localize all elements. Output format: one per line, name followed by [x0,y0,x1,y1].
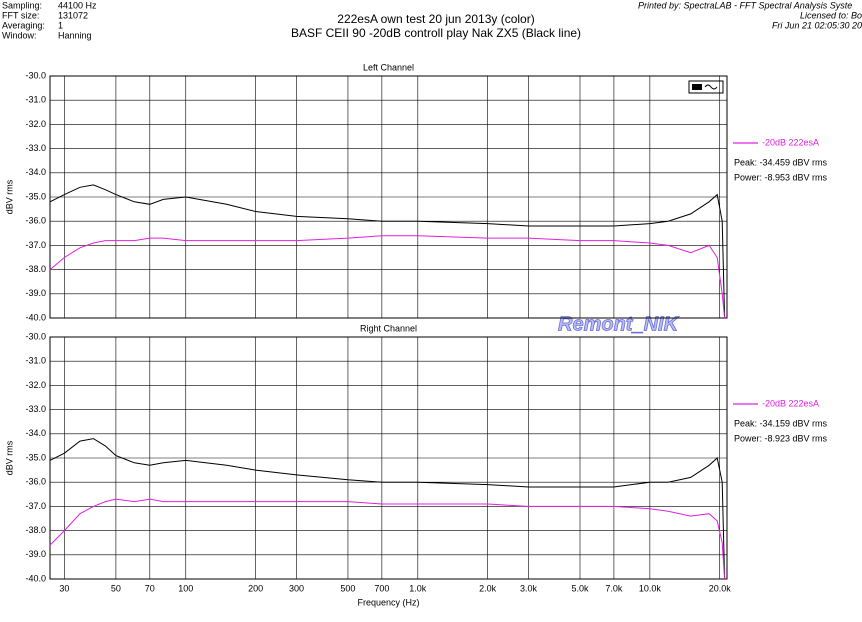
info-label: FFT size: [2,10,39,20]
annotation: Peak: -34.159 dBV rms [734,418,828,428]
icon [688,80,724,94]
y-tick-label: -32.0 [25,119,46,129]
series-line [49,184,726,319]
y-tick-label: -30.0 [25,331,46,341]
x-tick-label: 1.0k [409,583,427,593]
info-value: 44100 Hz [58,0,97,10]
y-tick-label: -40.0 [25,312,46,322]
info-value: 131072 [58,10,88,20]
y-tick-label: -34.0 [25,167,46,177]
y-tick-label: -35.0 [25,452,46,462]
chart-title: Left Channel [363,62,414,72]
y-axis-label: dBV rms [4,440,14,475]
x-tick-label: 700 [374,583,389,593]
annotation: Power: -8.953 dBV rms [734,172,828,182]
plot-frame [49,336,728,580]
info-label: Averaging: [2,20,45,30]
x-tick-label: 3.0k [520,583,538,593]
x-tick-label: 2.0k [479,583,497,593]
x-tick-label: 10.0k [639,583,662,593]
info-label: Window: [2,30,37,40]
watermark: Remont_NIK [558,313,680,335]
plot-frame [49,75,728,319]
y-tick-label: -39.0 [25,549,46,559]
y-tick-label: -33.0 [25,404,46,414]
x-tick-label: 100 [178,583,193,593]
page-title: 222esA own test 20 jun 2013y (color) [337,12,534,26]
x-tick-label: 50 [111,583,121,593]
y-tick-label: -39.0 [25,288,46,298]
y-axis-label: dBV rms [4,179,14,214]
y-tick-label: -37.0 [25,501,46,511]
x-tick-label: 7.0k [605,583,623,593]
legend-label: -20dB 222esA [762,398,819,408]
info-value: 1 [58,20,63,30]
y-tick-label: -32.0 [25,380,46,390]
y-tick-label: -40.0 [25,573,46,583]
x-tick-label: 500 [340,583,355,593]
y-tick-label: -30.0 [25,70,46,80]
y-tick-label: -38.0 [25,525,46,535]
y-tick-label: -36.0 [25,216,46,226]
x-tick-label: 20.0k [709,583,732,593]
y-tick-label: -35.0 [25,191,46,201]
y-tick-label: -36.0 [25,477,46,487]
annotation: Power: -8.923 dBV rms [734,433,828,443]
y-tick-label: -33.0 [25,143,46,153]
print-info: Fri Jun 21 02:05:30 20 [772,20,862,30]
print-info: Licensed to: Bo [800,10,862,20]
legend-label: -20dB 222esA [762,137,819,147]
y-tick-label: -37.0 [25,240,46,250]
x-tick-label: 30 [59,583,69,593]
y-tick-label: -31.0 [25,356,46,366]
series-line [49,498,726,580]
chart-title: Right Channel [360,323,417,333]
x-tick-label: 70 [145,583,155,593]
annotation: Peak: -34.459 dBV rms [734,157,828,167]
x-axis-label: Frequency (Hz) [357,597,419,607]
x-tick-label: 5.0k [571,583,589,593]
series-line [49,438,726,580]
page-title: BASF CEII 90 -20dB controll play Nak ZX5… [291,26,581,40]
x-tick-label: 300 [289,583,304,593]
print-info: Printed by: SpectraLAB - FFT Spectral An… [638,0,852,10]
y-tick-label: -34.0 [25,428,46,438]
x-tick-label: 200 [248,583,263,593]
y-tick-label: -31.0 [25,95,46,105]
y-tick-label: -38.0 [25,264,46,274]
info-value: Hanning [58,30,92,40]
info-label: Sampling: [2,0,42,10]
series-line [49,235,726,319]
